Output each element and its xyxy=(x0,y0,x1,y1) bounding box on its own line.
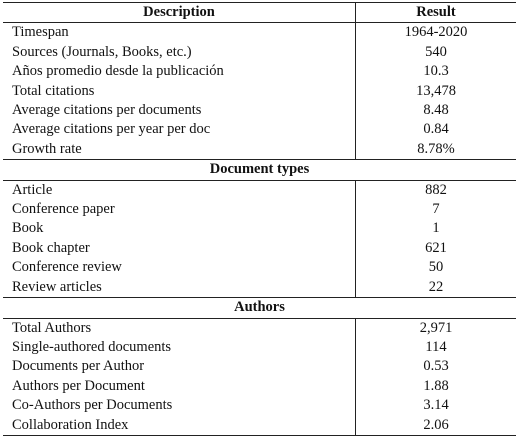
table-row: Co-Authors per Documents 3.14 xyxy=(3,396,516,416)
table-row: Timespan 1964-2020 xyxy=(3,22,516,43)
table-row: Conference paper 7 xyxy=(3,200,516,220)
row-label: Single-authored documents xyxy=(3,337,356,358)
table-row: Growth rate 8.78% xyxy=(3,139,516,160)
description-header: Description xyxy=(3,1,356,24)
row-value: 114 xyxy=(425,338,447,355)
table-row: Authors per Document 1.88 xyxy=(3,376,516,397)
table-row: Article 882 xyxy=(3,180,516,201)
row-label: Timespan xyxy=(3,22,356,43)
row-label: Collaboration Index xyxy=(3,415,356,436)
table-row: Documents per Author 0.53 xyxy=(3,357,516,377)
row-value: 1 xyxy=(432,220,440,237)
row-label: Años promedio desde la publicación xyxy=(3,62,356,82)
row-label: Co-Authors per Documents xyxy=(3,396,356,416)
row-label: Book xyxy=(3,219,356,239)
row-label: Review articles xyxy=(3,277,356,298)
table-row: Single-authored documents 114 xyxy=(3,337,516,358)
table-row: Años promedio desde la publicación 10.3 xyxy=(3,62,516,82)
row-label: Sources (Journals, Books, etc.) xyxy=(3,42,356,63)
row-label: Authors per Document xyxy=(3,376,356,397)
row-value: 540 xyxy=(425,43,447,60)
summary-table: Description Result Timespan 1964-2020 Sou… xyxy=(3,1,516,436)
row-value: 2.06 xyxy=(355,415,516,436)
table-row: Average citations per documents 8.48 xyxy=(3,101,516,121)
row-value: 0.84 xyxy=(423,121,449,138)
row-label: Conference review xyxy=(3,258,356,278)
row-label: Total citations xyxy=(3,81,356,102)
table-row: Sources (Journals, Books, etc.) 540 xyxy=(3,42,516,63)
row-label: Growth rate xyxy=(3,139,356,160)
section-header-row: Document types xyxy=(3,159,516,181)
table-row: Total Authors 2,971 xyxy=(3,318,516,338)
row-value: 1.88 xyxy=(423,377,449,394)
row-value: 8.78% xyxy=(417,140,455,157)
row-value: 0.53 xyxy=(423,358,449,375)
row-value: 7 xyxy=(432,201,440,218)
row-label: Conference paper xyxy=(3,200,356,220)
row-value: 22 xyxy=(428,278,444,295)
row-label: Average citations per documents xyxy=(3,101,356,121)
table-row: Book chapter 621 xyxy=(3,238,516,259)
document-types-section-title: Document types xyxy=(3,159,516,181)
row-label: Book chapter xyxy=(3,238,356,259)
row-value: 8.48 xyxy=(423,102,449,119)
table-header-row: Description Result xyxy=(3,1,516,24)
table-row: Average citations per year per doc 0.84 xyxy=(3,120,516,140)
row-value: 882 xyxy=(425,181,447,198)
table-row: Review articles 22 xyxy=(3,277,516,298)
table-row: Book 1 xyxy=(3,219,516,239)
row-value: 50 xyxy=(428,259,444,276)
result-header: Result xyxy=(355,1,516,24)
row-label: Total Authors xyxy=(3,318,356,338)
section-header-row: Authors xyxy=(3,297,516,319)
table-row: Conference review 50 xyxy=(3,258,516,278)
row-value: 621 xyxy=(425,239,447,256)
document-page: Description Result Timespan 1964-2020 Sou… xyxy=(3,1,516,436)
row-value: 3.14 xyxy=(423,397,449,414)
row-value: 1964-2020 xyxy=(404,24,468,41)
row-value: 10.3 xyxy=(423,63,449,80)
table-row: Collaboration Index 2.06 xyxy=(3,415,516,436)
authors-section-title: Authors xyxy=(3,297,516,319)
table-row: Total citations 13,478 xyxy=(3,81,516,102)
row-label: Article xyxy=(3,180,356,201)
row-value: 2,971 xyxy=(419,319,453,336)
row-label: Documents per Author xyxy=(3,357,356,377)
row-value: 13,478 xyxy=(416,82,456,99)
row-label: Average citations per year per doc xyxy=(3,120,356,140)
